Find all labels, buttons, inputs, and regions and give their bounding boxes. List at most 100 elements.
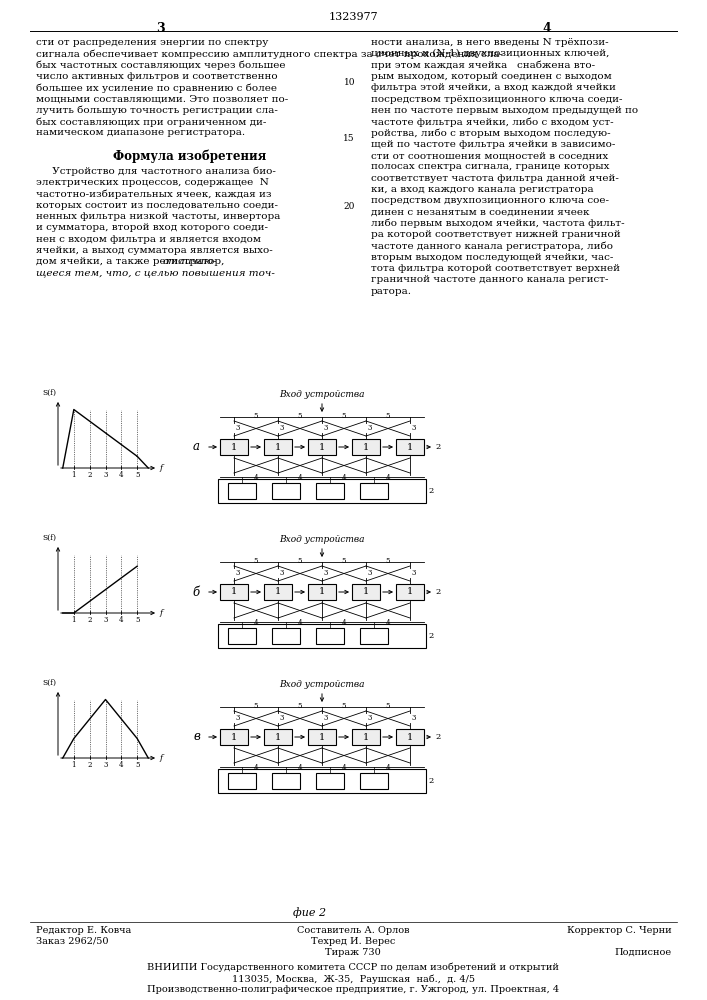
Text: Корректор С. Черни: Корректор С. Черни [568, 926, 672, 935]
Text: 3: 3 [367, 569, 371, 577]
Text: ВНИИПИ Государственного комитета СССР по делам изобретений и открытий: ВНИИПИ Государственного комитета СССР по… [147, 963, 559, 972]
Text: 1: 1 [319, 442, 325, 452]
Text: 1: 1 [231, 587, 237, 596]
Text: 4: 4 [254, 764, 258, 772]
Text: при этом каждая ячейка   снабжена вто-: при этом каждая ячейка снабжена вто- [371, 61, 595, 70]
Bar [352, 439, 380, 455]
Text: б: б [193, 585, 200, 598]
Text: бых частотных составляющих через большее: бых частотных составляющих через большее [36, 61, 286, 70]
Text: 3: 3 [323, 569, 327, 577]
Text: 1: 1 [71, 616, 76, 624]
Text: Вход устройства: Вход устройства [279, 680, 365, 689]
Text: полосах спектра сигнала, границе которых: полосах спектра сигнала, границе которых [371, 162, 609, 171]
Text: 2: 2 [435, 733, 440, 741]
Text: 1: 1 [407, 732, 413, 742]
Text: 2: 2 [88, 616, 92, 624]
Text: и сумматора, второй вход которого соеди-: и сумматора, второй вход которого соеди- [36, 223, 268, 232]
Text: 5: 5 [254, 412, 258, 420]
Text: Техред И. Верес: Техред И. Верес [311, 937, 395, 946]
Text: 2: 2 [88, 761, 92, 769]
Text: 3: 3 [235, 714, 240, 722]
Bar [228, 773, 256, 789]
Text: 4: 4 [386, 764, 390, 772]
Text: посредством двухпозиционного ключа сое-: посредством двухпозиционного ключа сое- [371, 196, 609, 205]
Text: Тираж 730: Тираж 730 [325, 948, 381, 957]
Bar [272, 628, 300, 644]
Bar [308, 729, 336, 745]
Text: 3: 3 [411, 424, 416, 432]
Text: фие 2: фие 2 [293, 907, 327, 918]
Text: 3: 3 [411, 714, 416, 722]
Bar [220, 584, 248, 600]
Text: сти от распределения энергии по спектру: сти от распределения энергии по спектру [36, 38, 269, 47]
Text: 1: 1 [231, 732, 237, 742]
Text: 5: 5 [386, 702, 390, 710]
Text: 3: 3 [103, 761, 107, 769]
Bar [272, 483, 300, 499]
Text: ячейки, а выход сумматора является выхо-: ячейки, а выход сумматора является выхо- [36, 246, 273, 255]
Text: 4: 4 [119, 616, 124, 624]
Text: 5: 5 [341, 557, 346, 565]
Text: отличаю-: отличаю- [163, 257, 218, 266]
Text: 1: 1 [275, 442, 281, 452]
Text: мощными составляющими. Это позволяет по-: мощными составляющими. Это позволяет по- [36, 95, 288, 104]
Text: ционных и (N-1) двухпозиционных ключей,: ционных и (N-1) двухпозиционных ключей, [371, 49, 609, 58]
Bar [264, 584, 292, 600]
Text: 4: 4 [254, 619, 258, 627]
Text: S(f): S(f) [42, 534, 56, 542]
Text: 4: 4 [341, 474, 346, 482]
Bar [360, 483, 388, 499]
Text: большее их усиление по сравнению с более: большее их усиление по сравнению с более [36, 83, 277, 93]
Text: 5: 5 [298, 412, 303, 420]
Text: фильтра этой ячейки, а вход каждой ячейки: фильтра этой ячейки, а вход каждой ячейк… [371, 83, 616, 92]
Text: частоте данного канала регистратора, либо: частоте данного канала регистратора, либ… [371, 241, 613, 251]
Text: ра которой соответствует нижней граничной: ра которой соответствует нижней гранично… [371, 230, 621, 239]
Bar [316, 773, 344, 789]
Text: 113035, Москва,  Ж-35,  Раушская  наб.,  д. 4/5: 113035, Москва, Ж-35, Раушская наб., д. … [231, 974, 474, 984]
Text: 3: 3 [235, 424, 240, 432]
Text: Подписное: Подписное [615, 948, 672, 957]
Text: тота фильтра которой соответствует верхней: тота фильтра которой соответствует верхн… [371, 264, 620, 273]
Bar [316, 628, 344, 644]
Text: 3: 3 [279, 424, 284, 432]
Text: Вход устройства: Вход устройства [279, 390, 365, 399]
Text: 5: 5 [298, 557, 303, 565]
Bar [360, 628, 388, 644]
Text: Составитель А. Орлов: Составитель А. Орлов [297, 926, 409, 935]
Text: 10: 10 [344, 78, 355, 87]
Text: 5: 5 [386, 412, 390, 420]
Text: граничной частоте данного канала регист-: граничной частоте данного канала регист- [371, 275, 609, 284]
Text: ности анализа, в него введены N трёхпози-: ности анализа, в него введены N трёхпози… [371, 38, 609, 47]
Bar [308, 584, 336, 600]
Text: число активных фильтров и соответственно: число активных фильтров и соответственно [36, 72, 278, 81]
Text: 3: 3 [323, 714, 327, 722]
Text: соответствует частота фильтра данной ячей-: соответствует частота фильтра данной яче… [371, 174, 619, 183]
Text: 4: 4 [298, 764, 303, 772]
Text: 2: 2 [88, 471, 92, 479]
Text: 2: 2 [435, 588, 440, 596]
Text: 1: 1 [71, 471, 76, 479]
Text: 1: 1 [319, 732, 325, 742]
Text: Вход устройства: Вход устройства [279, 535, 365, 544]
Bar [264, 729, 292, 745]
Text: 3: 3 [411, 569, 416, 577]
Text: частоте фильтра ячейки, либо с входом уст-: частоте фильтра ячейки, либо с входом ус… [371, 117, 614, 127]
Text: либо первым выходом ячейки, частота фильт-: либо первым выходом ячейки, частота филь… [371, 219, 624, 228]
Text: в: в [193, 730, 200, 744]
Text: ки, а вход каждого канала регистратора: ки, а вход каждого канала регистратора [371, 185, 594, 194]
Text: 1323977: 1323977 [328, 12, 378, 22]
Bar [360, 773, 388, 789]
Text: 1: 1 [275, 587, 281, 596]
Text: 3: 3 [279, 569, 284, 577]
Text: 5: 5 [341, 412, 346, 420]
Bar [220, 729, 248, 745]
Text: 5: 5 [135, 761, 139, 769]
Text: 1: 1 [363, 587, 369, 596]
Bar [228, 628, 256, 644]
Text: ненных фильтра низкой частоты, инвертора: ненных фильтра низкой частоты, инвертора [36, 212, 281, 221]
Text: щей по частоте фильтра ячейки в зависимо-: щей по частоте фильтра ячейки в зависимо… [371, 140, 615, 149]
Text: 5: 5 [341, 702, 346, 710]
Text: 5: 5 [135, 471, 139, 479]
Text: нен с входом фильтра и является входом: нен с входом фильтра и является входом [36, 234, 261, 243]
Text: 1: 1 [363, 732, 369, 742]
